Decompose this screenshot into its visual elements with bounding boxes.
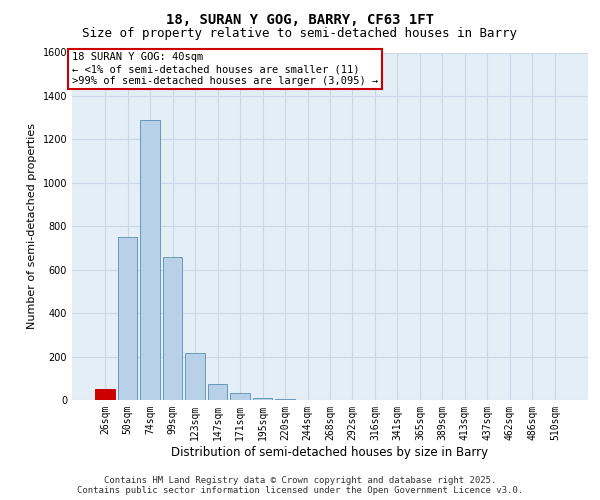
Text: Size of property relative to semi-detached houses in Barry: Size of property relative to semi-detach… — [83, 28, 517, 40]
Bar — [95, 389, 115, 400]
Text: 18 SURAN Y GOG: 40sqm
← <1% of semi-detached houses are smaller (11)
>99% of sem: 18 SURAN Y GOG: 40sqm ← <1% of semi-deta… — [72, 52, 378, 86]
Bar — [253, 398, 272, 400]
Bar — [140, 120, 160, 400]
Bar — [185, 354, 205, 400]
Bar — [163, 256, 182, 400]
Text: Contains HM Land Registry data © Crown copyright and database right 2025.
Contai: Contains HM Land Registry data © Crown c… — [77, 476, 523, 495]
Bar — [230, 394, 250, 400]
Bar — [208, 384, 227, 400]
Text: 18, SURAN Y GOG, BARRY, CF63 1FT: 18, SURAN Y GOG, BARRY, CF63 1FT — [166, 12, 434, 26]
Bar — [118, 237, 137, 400]
X-axis label: Distribution of semi-detached houses by size in Barry: Distribution of semi-detached houses by … — [172, 446, 488, 458]
Y-axis label: Number of semi-detached properties: Number of semi-detached properties — [27, 123, 37, 329]
Bar — [275, 399, 295, 400]
